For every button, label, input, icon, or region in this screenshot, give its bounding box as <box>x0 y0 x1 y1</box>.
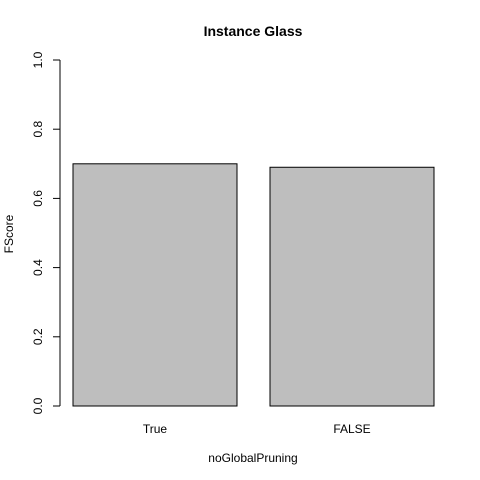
x-tick-label: FALSE <box>333 422 370 436</box>
bars <box>72 163 435 407</box>
y-tick-label: 0.2 <box>31 328 45 345</box>
y-axis-label: FScore <box>2 214 16 253</box>
y-axis: 0.0 0.2 0.4 0.6 0.8 1.0 <box>31 51 61 414</box>
x-tick-labels: True FALSE <box>143 422 371 436</box>
x-tick-label: True <box>143 422 168 436</box>
y-tick-label: 1.0 <box>31 51 45 68</box>
y-tick-label: 0.8 <box>31 121 45 138</box>
x-axis-label: noGlobalPruning <box>208 451 297 465</box>
bar-true <box>72 163 238 407</box>
chart-title: Instance Glass <box>204 23 303 39</box>
y-tick-label: 0.6 <box>31 190 45 207</box>
bar-false <box>269 166 435 407</box>
y-tick-label: 0.0 <box>31 397 45 414</box>
y-tick-label: 0.4 <box>31 259 45 276</box>
